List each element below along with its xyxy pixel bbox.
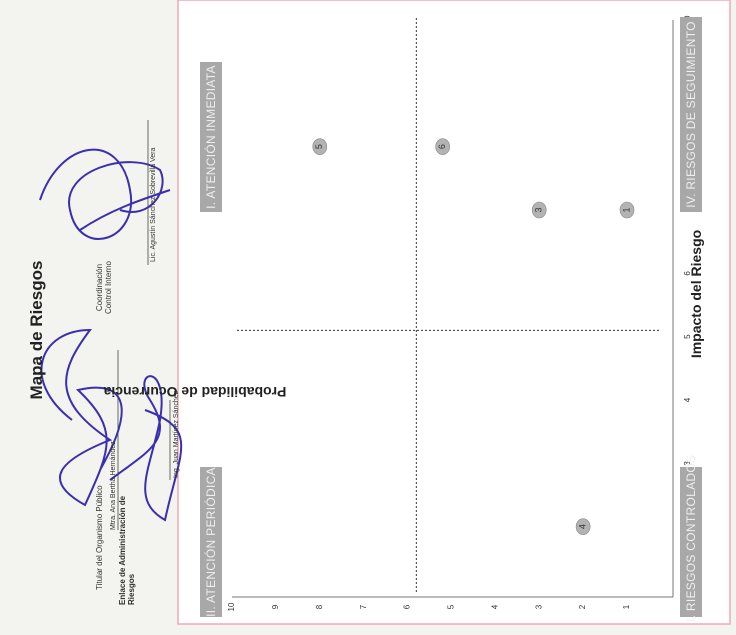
y-tick-label: 3 <box>534 604 543 609</box>
signature-ink <box>109 375 183 522</box>
risk-point-marker <box>312 138 328 155</box>
risk-point-label: 6 <box>437 144 447 149</box>
signature-control <box>39 120 171 265</box>
titular-name: Mtra. Ana Bertha Hernández <box>110 441 117 530</box>
chart-frame <box>177 0 731 625</box>
titular-label: Titular del Organismo Público <box>95 485 104 590</box>
y-axis-label: Probabilidad de Ocurrencia <box>103 384 287 400</box>
risk-point: 1 <box>619 201 635 219</box>
y-tick-label: 2 <box>578 604 587 609</box>
x-tick-label: 4 <box>683 397 692 402</box>
control-name: Lic. Agustín Sánchez Sobrevilla Vera <box>150 147 157 262</box>
risk-point: 4 <box>575 518 591 535</box>
signature-titular <box>40 328 123 530</box>
risk-point: 6 <box>435 138 450 155</box>
risk-point-label: 3 <box>534 207 544 212</box>
risk-point-label: 5 <box>314 144 324 149</box>
y-tick-label: 4 <box>490 604 499 609</box>
y-tick-label: 8 <box>315 604 324 609</box>
x-axis-label: Impacto del Riesgo <box>688 229 704 359</box>
y-tick-label: 6 <box>403 604 412 609</box>
x-tick-label: 3 <box>683 461 692 466</box>
y-tick-label: 5 <box>447 604 456 609</box>
risk-point-marker <box>531 201 547 219</box>
control-label: Coordinación Control Interno <box>95 261 113 314</box>
quadrant-label-periodic: II. ATENCIÓN PERIÓDICA <box>200 467 222 617</box>
risk-point-marker <box>435 138 450 155</box>
y-tick-label: 1 <box>622 604 631 609</box>
quadrant-layer: I. ATENCIÓN INMEDIATA II. ATENCIÓN PERIÓ… <box>180 2 720 622</box>
x-tick-label: 6 <box>683 271 692 276</box>
quadrant-dividers <box>237 18 660 592</box>
risk-point: 3 <box>531 201 547 219</box>
risk-point-marker <box>575 518 591 535</box>
quadrant-label-immediate: I. ATENCIÓN INMEDIATA <box>200 62 222 212</box>
risk-points: 1 3 4 5 6 <box>312 138 635 535</box>
signature-ink <box>40 328 123 507</box>
signature-enlace <box>109 375 183 522</box>
risk-point-marker <box>619 201 635 219</box>
signature-ink <box>39 148 171 240</box>
risk-point: 5 <box>312 138 328 155</box>
enlace-label: Enlace de Administración de Riesgos <box>118 495 136 605</box>
enlace-name: Ing. Juan Martínez Sánchez <box>173 390 180 478</box>
y-tick-label: 7 <box>359 604 368 609</box>
x-tick-label: 5 <box>683 334 692 339</box>
y-tick-label: 10 <box>227 602 236 611</box>
quadrant-label-controlled: III. RIESGOS CONTROLADOS <box>680 455 702 622</box>
quadrant-label-monitoring: IV. RIESGOS DE SEGUIMIENTO <box>680 17 702 212</box>
risk-point-label: 1 <box>621 207 631 212</box>
risk-point-label: 4 <box>577 524 587 529</box>
y-tick-label: 9 <box>271 604 280 609</box>
